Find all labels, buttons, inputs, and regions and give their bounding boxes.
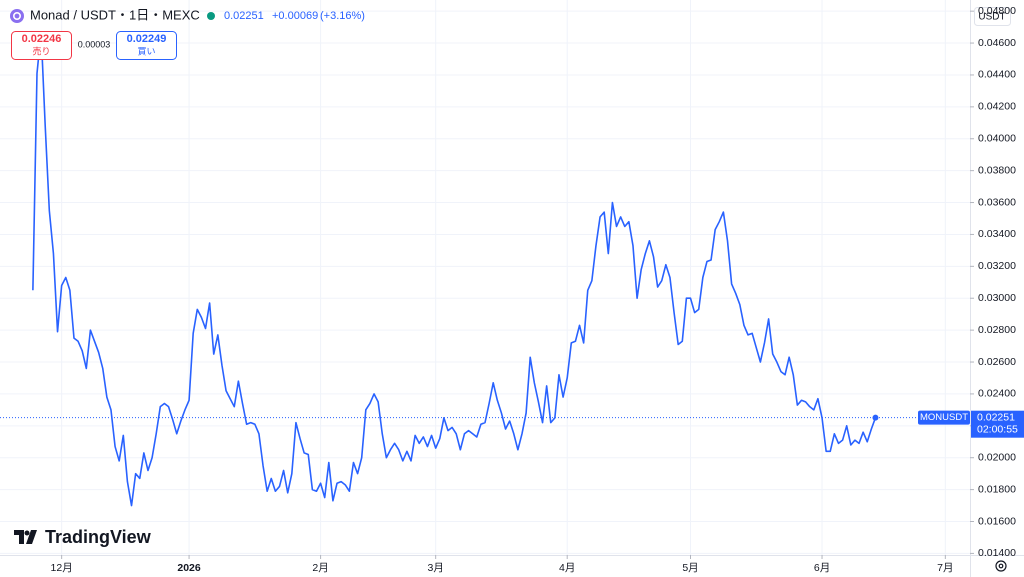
- y-tick-label: 0.01400: [978, 547, 1016, 559]
- brand-logo[interactable]: TradingView: [45, 527, 152, 547]
- x-tick-label: 6月: [814, 562, 830, 574]
- y-tick-label: 0.04600: [978, 37, 1016, 49]
- y-tick-label: 0.04800: [978, 5, 1016, 17]
- x-tick-label: 4月: [559, 562, 575, 574]
- symbol-tag: [918, 410, 970, 425]
- price-change-pct: (+3.16%): [320, 10, 365, 22]
- settings-icon[interactable]: [995, 560, 1007, 572]
- currency-button[interactable]: [974, 7, 1011, 26]
- sell-price: 0.02246: [22, 33, 62, 45]
- price-change: +0.00069: [272, 10, 318, 22]
- y-tick-label: 0.02800: [978, 324, 1016, 336]
- settings-icon: [998, 563, 1004, 569]
- y-tick-label: 0.03400: [978, 228, 1016, 240]
- sell-label: 売り: [32, 45, 50, 56]
- grid: [0, 0, 970, 555]
- x-tick-label: 3月: [428, 562, 444, 574]
- symbol-icon: [10, 9, 24, 23]
- y-tick-label: 0.04400: [978, 69, 1016, 81]
- y-tick-label: 0.02000: [978, 451, 1016, 463]
- x-tick-label: 7月: [937, 562, 953, 574]
- y-tick-label: 0.04200: [978, 101, 1016, 113]
- last-point: [872, 414, 879, 421]
- market-status: [207, 12, 215, 20]
- logo-icon: [24, 530, 30, 536]
- buy-button[interactable]: [116, 31, 177, 60]
- currency-label: USDT: [978, 12, 1005, 23]
- price-tag: [971, 410, 1024, 438]
- x-tick-label: 12月: [51, 562, 73, 574]
- y-tick-label: 0.04000: [978, 133, 1016, 145]
- symbol-title[interactable]: Monad / USDT・1日・MEXC: [30, 7, 200, 22]
- x-tick-label: 5月: [682, 562, 698, 574]
- countdown-label: 02:00:55: [977, 423, 1018, 435]
- y-tick-label: 0.02400: [978, 388, 1016, 400]
- sell-button[interactable]: [11, 31, 72, 60]
- y-tick-label: 0.01800: [978, 483, 1016, 495]
- last-price: 0.02251: [224, 10, 264, 22]
- y-tick-label: 0.02600: [978, 356, 1016, 368]
- y-tick-label: 0.03000: [978, 292, 1016, 304]
- price-line: [32, 31, 877, 507]
- symbol-tag-label: MONUSDT: [920, 412, 968, 423]
- x-tick-label: 2月: [312, 562, 328, 574]
- plot: [0, 31, 970, 507]
- y-tick-label: 0.03200: [978, 260, 1016, 272]
- symbol-icon: [13, 12, 22, 21]
- buy-label: 買い: [137, 46, 155, 56]
- y-tick-label: 0.03800: [978, 164, 1016, 176]
- price-tag-label: 0.02251: [977, 411, 1015, 423]
- buy-price: 0.02249: [127, 33, 167, 45]
- spread: 0.00003: [78, 39, 111, 49]
- y-tick-label: 0.03600: [978, 196, 1016, 208]
- y-tick-label: 0.01600: [978, 515, 1016, 527]
- x-tick-label: 2026: [177, 562, 201, 574]
- logo-icon: [14, 530, 37, 544]
